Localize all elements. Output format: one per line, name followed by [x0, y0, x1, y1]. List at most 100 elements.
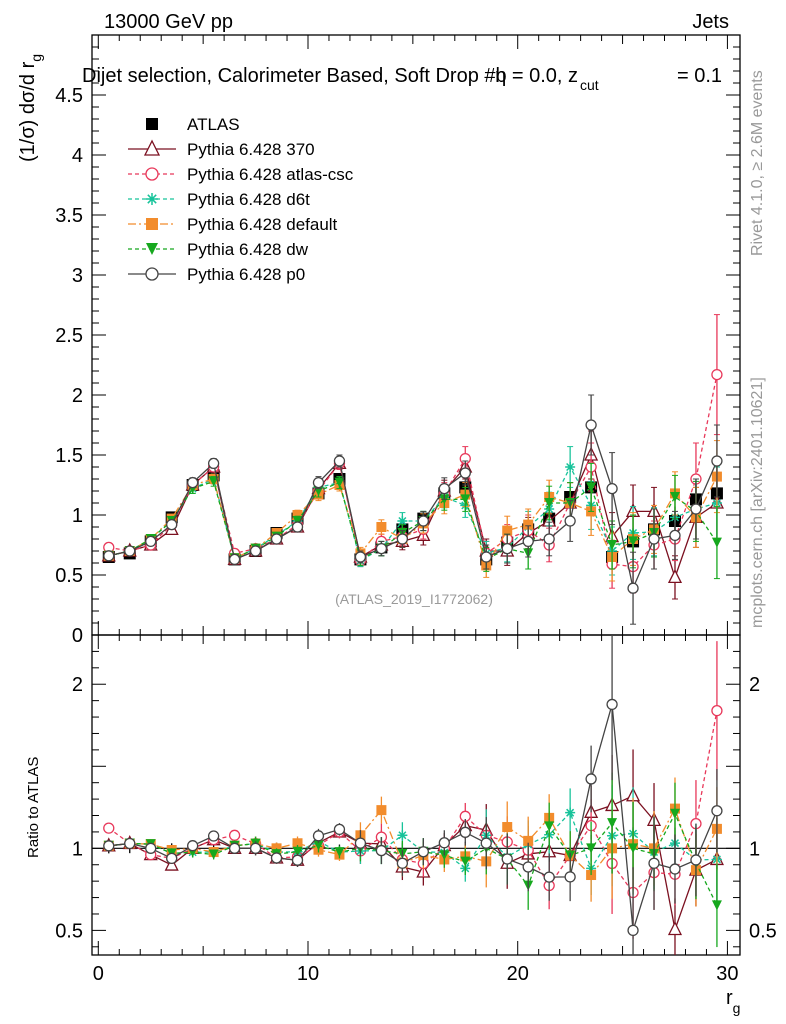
series-2: [103, 314, 723, 594]
data-point: [103, 550, 115, 562]
main-ylabel: (1/σ) dσ/d rg: [17, 54, 44, 162]
data-point: [375, 844, 388, 857]
data-point: [711, 705, 723, 717]
data-point: [523, 835, 534, 846]
legend: ATLAS Pythia 6.428 370 Pythia 6.428 atlas-…: [128, 115, 354, 284]
data-point: [585, 773, 597, 785]
series-line: [108, 422, 718, 591]
data-point: [501, 542, 513, 555]
energy-label: 13000 GeV pp: [104, 11, 233, 33]
ratio-series-line: [108, 794, 718, 932]
data-point: [667, 568, 683, 584]
x-tick-label: 20: [507, 963, 529, 985]
legend-label: Pythia 6.428 dw: [187, 240, 309, 259]
x-tick-label: 0: [93, 963, 104, 985]
data-point: [228, 842, 241, 854]
main-plot-panel: 0 0.5 1 1.5 2 2.5 3 3.5 4 4.5: [55, 34, 741, 647]
data-point: [690, 854, 702, 866]
data-point: [417, 515, 429, 527]
data-point: [397, 516, 408, 526]
data-point: [103, 840, 115, 852]
data-point: [103, 822, 115, 834]
data-point: [354, 837, 367, 849]
ratio-y-tick-label-right: 0.5: [749, 920, 777, 942]
data-point: [333, 823, 346, 836]
legend-label: ATLAS: [187, 115, 240, 134]
data-point: [438, 482, 450, 495]
data-point: [208, 476, 219, 487]
y-tick-label: 0.5: [55, 565, 83, 587]
data-point: [166, 852, 178, 865]
rivet-version-label: Rivet 4.1.0, ≥ 2.6M events: [749, 70, 766, 256]
x-tick-label: 30: [716, 963, 738, 985]
y-tick-label: 2: [72, 385, 83, 407]
data-point: [669, 492, 680, 502]
data-point: [397, 830, 408, 841]
data-point: [249, 842, 262, 854]
data-point: [291, 521, 304, 533]
data-point: [166, 518, 178, 531]
legend-label: Pythia 6.428 atlas-csc: [187, 165, 354, 184]
data-point: [145, 167, 159, 181]
data-point: [396, 857, 409, 869]
y-tick-label: 4.5: [55, 85, 83, 107]
data-point: [312, 830, 325, 842]
data-point: [711, 455, 723, 467]
y-tick-label: 3: [72, 265, 83, 287]
data-point: [208, 849, 219, 860]
data-point: [354, 551, 367, 563]
data-point: [146, 218, 158, 230]
data-point: [565, 462, 576, 472]
analysis-watermark: (ATLAS_2019_I1772062): [335, 591, 493, 607]
data-point: [124, 837, 136, 850]
y-tick-label: 1: [72, 505, 83, 527]
data-point: [207, 830, 220, 842]
ratio-frame: [91, 634, 741, 956]
data-point: [164, 856, 179, 871]
data-point: [292, 838, 303, 849]
param-sub: cut: [580, 77, 599, 93]
data-point: [606, 482, 618, 495]
ratio-plot-panel: 0 10 20 30 0.5 0.5 1 1 2 2: [55, 634, 777, 985]
data-point: [522, 535, 534, 548]
data-point: [249, 545, 262, 557]
data-point: [459, 467, 471, 479]
data-point: [565, 807, 576, 818]
x-tick-label: 10: [297, 963, 319, 985]
data-point: [333, 455, 346, 467]
data-point: [711, 805, 723, 817]
data-point: [607, 540, 618, 550]
data-point: [417, 846, 429, 858]
data-point: [146, 118, 158, 130]
data-point: [627, 582, 639, 594]
data-point: [480, 837, 492, 849]
ratio-series-line: [108, 704, 718, 931]
data-point: [667, 921, 683, 936]
data-point: [648, 533, 660, 545]
data-point: [460, 494, 471, 505]
y-tick-label: 2.5: [55, 325, 83, 347]
y-tick-label: 3.5: [55, 205, 83, 227]
data-point: [376, 805, 387, 816]
data-point: [627, 924, 639, 937]
data-point: [607, 818, 618, 829]
data-point: [228, 553, 241, 566]
data-point: [711, 537, 722, 548]
ratio-y-tick-label-right: 1: [749, 838, 760, 860]
data-point: [396, 533, 409, 545]
ratio-series-line: [108, 812, 718, 906]
data-point: [292, 846, 303, 857]
data-point: [669, 808, 680, 819]
data-point: [292, 516, 303, 526]
data-point: [145, 842, 157, 854]
data-point: [544, 498, 555, 508]
mcplots-label: mcplots.cern.ch [arXiv:2401.10621]: [749, 377, 766, 628]
data-point: [187, 840, 199, 852]
data-point: [648, 857, 660, 869]
data-point: [334, 477, 345, 488]
data-point: [586, 482, 597, 493]
data-point: [523, 519, 534, 530]
data-point: [376, 522, 387, 532]
data-point: [669, 863, 681, 875]
